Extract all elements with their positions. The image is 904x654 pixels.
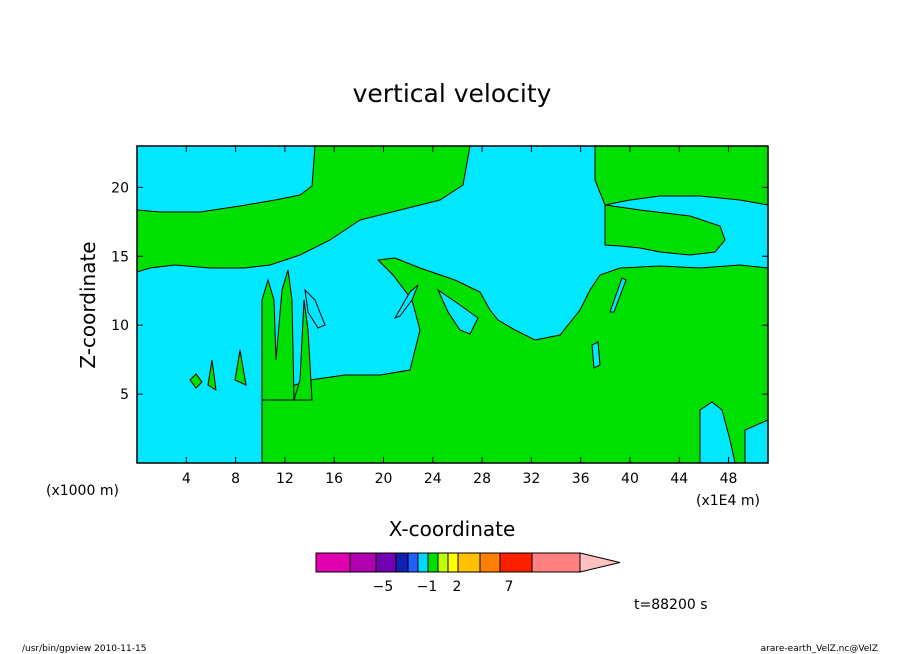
plot-frame [136,145,769,464]
x-tick-label-1: 8 [231,471,240,487]
x-tick-label-3: 16 [325,471,343,487]
updraft-cell-small-3 [234,349,247,386]
colorbar-label-1: −1 [417,579,438,595]
colorbar-segment-11 [499,552,533,573]
y-axis-label: Z-coordinate [76,241,100,368]
downdraft-pocket-4 [609,277,627,313]
updraft-region-right-upper [594,146,768,206]
x-tick-label-7: 32 [522,471,540,487]
colorbar-segment-4 [407,552,419,573]
x-tick-label-6: 28 [473,471,491,487]
x-tick-label-9: 40 [621,471,639,487]
colorbar-label-3: 7 [505,579,514,595]
updraft-cells-left [261,269,313,401]
updraft-region-right-lobe [604,204,726,256]
downdraft-pocket-3 [436,288,479,335]
colorbar [315,552,621,573]
colorbar-segment-6 [427,552,439,573]
y-tick-label-0: 5 [120,387,129,403]
x-tick-label-10: 44 [670,471,688,487]
colorbar-segment-8 [447,552,459,573]
x-scale-note: (x1000 m) [46,483,119,499]
downdraft-pocket-1 [304,288,326,329]
updraft-cell-small-1 [189,373,203,389]
y-tick-label-1: 10 [111,318,129,334]
downdraft-pocket-5 [591,341,601,369]
downdraft-column-right [699,401,736,463]
x-axis: 4 8 12 16 20 24 28 32 36 40 44 48 [182,146,738,487]
colorbar-segment-5 [417,552,429,573]
time-label: t=88200 s [634,597,708,613]
x-axis-label: X-coordinate [389,517,516,541]
colorbar-extension-arrow [579,552,621,573]
colorbar-labels: −5 −1 2 7 [373,579,514,595]
colorbar-segment-0 [315,552,351,573]
updraft-region-main [137,146,471,273]
colorbar-segment-10 [479,552,501,573]
x-tick-label-5: 24 [424,471,442,487]
x-unit-note: (x1E4 m) [696,493,760,509]
x-tick-label-8: 36 [572,471,590,487]
footer-right: arare-earth_VelZ.nc@VelZ [761,644,878,654]
colorbar-label-2: 2 [453,579,462,595]
colorbar-segment-12 [531,552,581,573]
colorbar-segment-7 [437,552,449,573]
downdraft-column-right-2 [744,419,768,463]
colorbar-segment-9 [457,552,481,573]
plot-area [136,145,769,464]
y-tick-label-3: 20 [111,180,129,196]
footer-left: /usr/bin/gpview 2010-11-15 [22,644,146,654]
colorbar-label-0: −5 [373,579,394,595]
x-tick-label-2: 12 [276,471,294,487]
downdraft-pocket-2 [393,284,419,320]
y-tick-label-2: 15 [111,249,129,265]
updraft-cell-small-2 [207,359,217,391]
x-tick-label-0: 4 [182,471,191,487]
updraft-region-lower-center [261,257,768,463]
colorbar-segment-3 [395,552,409,573]
x-tick-label-4: 20 [375,471,393,487]
y-axis: 5 10 15 20 [111,180,768,403]
chart-title: vertical velocity [353,79,552,108]
colorbar-segment-2 [375,552,397,573]
x-tick-label-11: 48 [720,471,738,487]
colorbar-segment-1 [349,552,377,573]
